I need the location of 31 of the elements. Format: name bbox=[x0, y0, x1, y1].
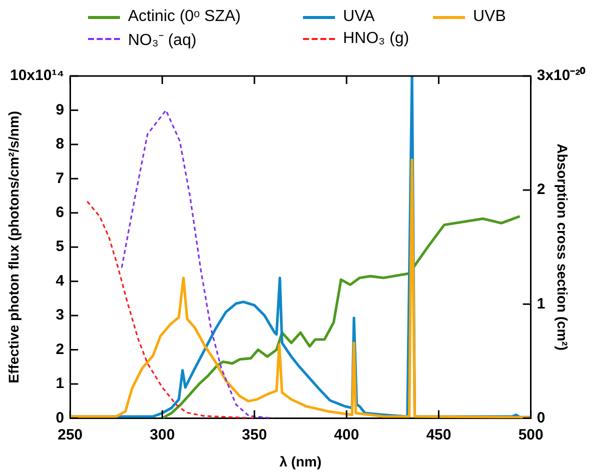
legend-label: Actinic (0ᵒ SZA) bbox=[128, 8, 241, 26]
legend-label: UVB bbox=[473, 8, 506, 26]
legend-label: HNO₃ (g) bbox=[343, 30, 410, 48]
y-tick-label: 6 bbox=[56, 204, 64, 222]
y2-tick-label: 1 bbox=[536, 295, 546, 312]
x-tick-label: 300 bbox=[150, 426, 175, 444]
y-tick-label: 5 bbox=[56, 238, 64, 256]
y-axis-title: Effective photon flux (photons/cm²/s/nm) bbox=[5, 110, 22, 384]
y-tick-label: 8 bbox=[56, 136, 64, 153]
y2-tick-label: 0 bbox=[536, 409, 546, 426]
text: 3x10⁻²⁰ bbox=[536, 66, 586, 84]
y-tick-label: 1 bbox=[56, 375, 64, 392]
y2-tick-label: 2 bbox=[536, 181, 546, 198]
x-tick-label: 500 bbox=[518, 426, 544, 444]
line-series bbox=[120, 109, 274, 418]
legend-label: NO₃⁻ (aq) bbox=[128, 31, 196, 50]
y-tick-label: 4 bbox=[56, 272, 65, 290]
y-tick-label: 3 bbox=[56, 306, 64, 324]
text: 10x10¹⁴ bbox=[10, 67, 64, 84]
y-tick-label: 9 bbox=[56, 101, 64, 118]
y-tick-label: 2 bbox=[56, 340, 64, 358]
x-tick-label: 450 bbox=[426, 426, 452, 444]
y-tick-label: 0 bbox=[56, 409, 64, 426]
legend-label: UVA bbox=[343, 8, 375, 26]
y-tick-label: 7 bbox=[56, 170, 64, 187]
x-tick-label: 400 bbox=[334, 426, 360, 444]
x-tick-label: 250 bbox=[58, 426, 83, 444]
y2-axis-title: Absorption cross section (cm²) bbox=[554, 144, 571, 351]
x-tick-label: 350 bbox=[242, 426, 267, 444]
line-series bbox=[86, 200, 256, 418]
x-axis-title: λ (nm) bbox=[279, 453, 322, 470]
